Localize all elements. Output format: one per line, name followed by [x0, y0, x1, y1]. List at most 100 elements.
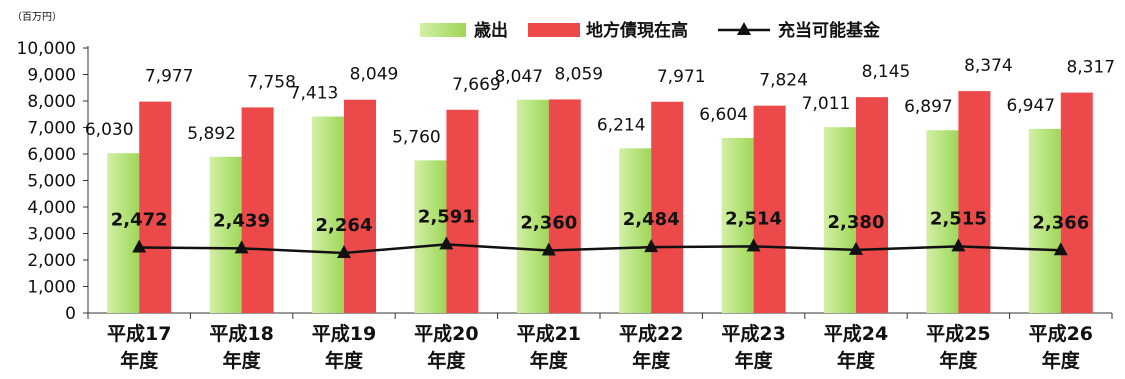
debt-value-label: 7,758 [247, 72, 296, 92]
debt-value-label: 8,145 [862, 62, 911, 82]
x-tick-label: 年度 [735, 349, 774, 372]
legend-swatch-expenditure [420, 23, 466, 37]
x-tick-label: 平成22 [619, 322, 683, 345]
debt-value-label: 7,824 [759, 71, 808, 91]
x-tick-label: 年度 [837, 349, 876, 372]
fund-value-label: 2,472 [111, 209, 168, 230]
y-tick-label: 3,000 [27, 225, 76, 245]
legend-label-expenditure: 歳出 [474, 20, 508, 41]
expenditure-value-label: 7,011 [802, 94, 851, 114]
y-tick-label: 2,000 [27, 251, 76, 271]
y-tick-label: 8,000 [27, 92, 76, 112]
y-tick-label: 7,000 [27, 119, 76, 139]
fund-marker [541, 242, 556, 256]
y-tick-label: 9,000 [27, 66, 76, 86]
fund-line [132, 236, 1068, 259]
expenditure-value-label: 6,030 [85, 120, 134, 140]
expenditure-value-label: 6,947 [1006, 96, 1055, 116]
x-tick-label: 年度 [120, 349, 159, 372]
x-tick-label: 平成19 [312, 322, 376, 345]
fund-marker [849, 241, 863, 255]
fund-value-label: 2,380 [828, 212, 885, 233]
legend-label-fund: 充当可能基金 [778, 20, 881, 41]
x-tick-label: 平成20 [414, 322, 478, 345]
debt-value-label: 8,049 [350, 65, 399, 85]
fund-value-label: 2,514 [725, 208, 782, 229]
fund-value-label: 2,484 [623, 209, 680, 230]
expenditure-bar [107, 153, 140, 313]
x-tick-label: 年度 [1042, 349, 1081, 372]
y-tick-label: 6,000 [27, 145, 76, 165]
x-tick-label: 年度 [427, 349, 466, 372]
debt-bar [139, 101, 172, 313]
debt-value-label: 7,669 [452, 75, 501, 95]
expenditure-value-label: 7,413 [290, 84, 339, 104]
debt-bar [1060, 92, 1093, 313]
unit-label: （百万円） [12, 11, 62, 23]
y-tick-label: 5,000 [27, 172, 76, 192]
expenditure-value-label: 5,892 [187, 124, 236, 144]
debt-bar [548, 99, 581, 314]
debt-bar [753, 105, 786, 313]
x-tick-label: 平成18 [209, 322, 273, 345]
expenditure-bar [209, 156, 242, 313]
x-tick-label: 平成24 [824, 322, 888, 345]
legend-marker-fund [737, 22, 751, 35]
fund-marker [234, 240, 249, 254]
expenditure-value-label: 6,214 [597, 115, 646, 135]
y-tick-label: 0 [65, 304, 76, 324]
axes: 0 1,000 2,000 3,000 4,000 5,000 6,000 7,000 8,00… [17, 39, 1113, 372]
fund-marker [132, 239, 147, 253]
fund-value-label: 2,366 [1032, 212, 1089, 233]
x-tick-label: 年度 [325, 349, 364, 372]
debt-bar [446, 109, 479, 313]
expenditure-value-label: 6,604 [699, 105, 748, 125]
expenditure-bar [721, 137, 754, 313]
debt-value-label: 8,317 [1066, 58, 1115, 78]
fund-marker [644, 239, 659, 253]
expenditure-value-label: 6,897 [904, 97, 953, 117]
x-tick-label: 平成17 [107, 322, 171, 345]
x-tick-label: 平成23 [721, 322, 785, 345]
debt-bar [241, 107, 274, 314]
x-tick-label: 年度 [530, 349, 569, 372]
expenditure-bar [619, 148, 652, 313]
expenditure-value-label: 5,760 [392, 127, 441, 147]
x-tick-label: 年度 [939, 349, 978, 372]
x-tick-label: 平成25 [926, 322, 990, 345]
debt-value-label: 7,977 [145, 67, 194, 87]
debt-bar [958, 91, 991, 314]
y-tick-label: 1,000 [27, 278, 76, 298]
expenditure-bar [312, 116, 344, 313]
legend: 歳出 地方債現在高 充当可能基金 [420, 20, 881, 41]
debt-bar [651, 101, 684, 314]
y-tick-label: 4,000 [27, 198, 76, 218]
fund-marker [439, 236, 454, 250]
expenditure-bar [824, 127, 856, 314]
fund-marker [951, 238, 966, 252]
x-tick-label: 平成26 [1029, 322, 1093, 345]
fund-marker [1053, 242, 1068, 256]
fund-value-label: 2,515 [930, 208, 987, 229]
expenditure-value-label: 8,047 [494, 67, 543, 87]
debt-value-label: 8,374 [964, 56, 1013, 76]
expenditure-bar [926, 130, 959, 313]
expenditure-bar [414, 160, 447, 313]
x-tick-label: 年度 [223, 349, 262, 372]
expenditure-bar [1028, 128, 1061, 313]
debt-value-label: 7,971 [657, 67, 706, 87]
x-tick-label: 年度 [632, 349, 671, 372]
data-labels: 6,030 5,892 7,413 5,760 8,047 6,214 6,604 7,011… [85, 56, 1115, 236]
debt-value-label: 8,059 [554, 64, 603, 84]
fund-polyline [139, 243, 1061, 255]
bars [107, 91, 1093, 314]
fund-value-label: 2,591 [418, 206, 475, 227]
legend-label-debt: 地方債現在高 [586, 20, 688, 41]
expenditure-bar [516, 99, 549, 313]
debt-bar [344, 99, 376, 313]
x-tick-label: 平成21 [517, 322, 581, 345]
fund-marker [746, 238, 761, 252]
fund-value-label: 2,360 [520, 212, 577, 233]
